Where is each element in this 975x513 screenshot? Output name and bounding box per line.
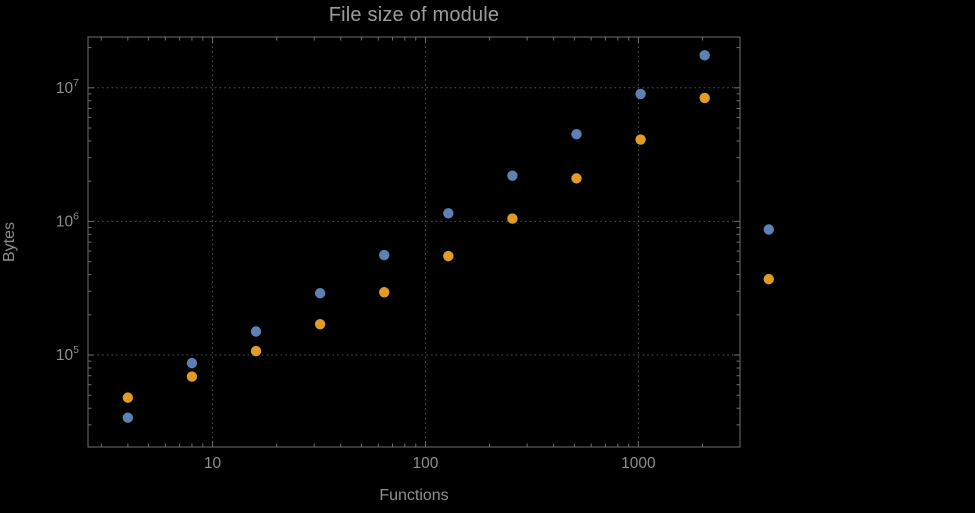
data-point-series-orange <box>699 92 710 104</box>
data-point-series-blue <box>379 249 390 261</box>
data-point-series-blue <box>122 412 134 423</box>
data-point-series-orange <box>635 134 646 145</box>
x-tick-label: 1000 <box>621 455 656 472</box>
data-point-series-orange <box>379 287 390 298</box>
data-point-series-blue <box>507 170 518 181</box>
data-point-series-orange <box>122 392 134 403</box>
data-point-series-blue <box>314 288 326 299</box>
data-point-series-blue <box>443 208 454 219</box>
data-point-series-orange <box>186 371 198 382</box>
x-tick-label: 10 <box>204 455 222 472</box>
data-point-series-orange <box>250 345 262 357</box>
data-point-series-orange <box>507 213 518 224</box>
x-axis-label: Functions <box>379 487 449 504</box>
data-point-series-blue <box>763 224 774 235</box>
data-point-series-blue <box>186 357 198 369</box>
data-point-series-blue <box>699 50 710 61</box>
data-point-series-orange <box>314 319 326 330</box>
y-tick-label: 107 <box>56 77 79 97</box>
data-point-series-orange <box>571 173 582 184</box>
y-tick-label: 105 <box>56 344 79 364</box>
data-point-series-blue <box>571 128 582 140</box>
chart-title: File size of module <box>328 4 500 26</box>
data-point-series-orange <box>763 273 774 285</box>
data-point-series-blue <box>250 326 262 337</box>
x-tick-label: 100 <box>413 455 439 472</box>
y-tick-label: 106 <box>56 210 79 230</box>
y-axis-label: Bytes <box>1 221 18 263</box>
data-point-series-blue <box>635 88 646 100</box>
data-point-series-orange <box>443 250 454 262</box>
